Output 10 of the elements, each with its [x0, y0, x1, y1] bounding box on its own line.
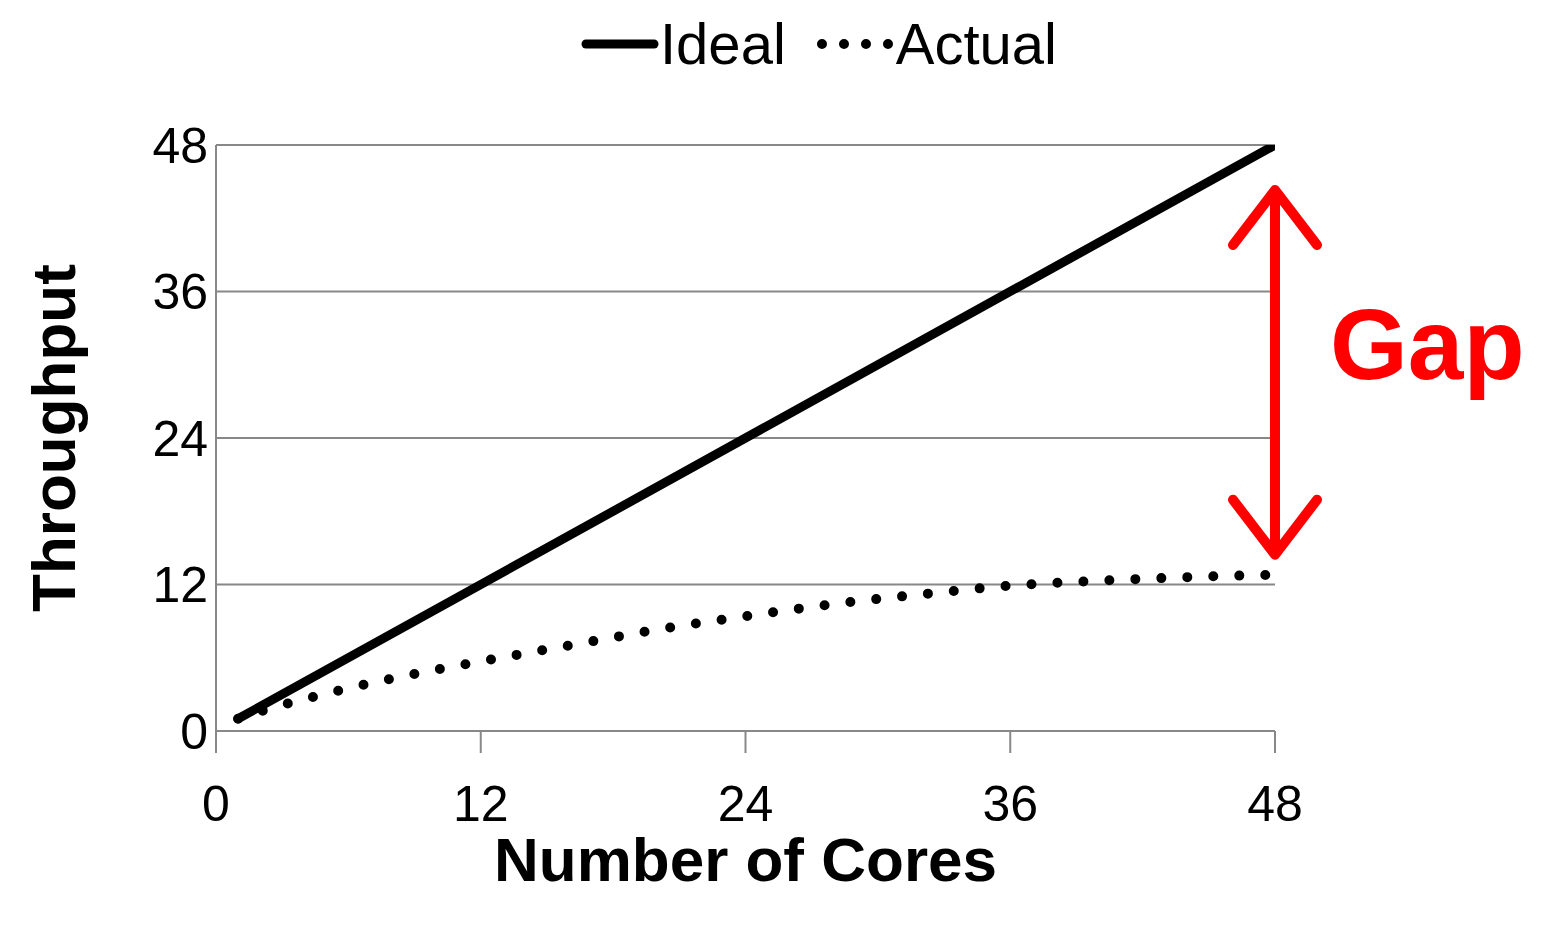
y-axis-title: Throughput [19, 264, 89, 612]
text: Gap [1330, 287, 1525, 400]
y-tick-label: 48 [152, 117, 208, 174]
y-tick-label: 36 [152, 264, 208, 321]
x-tick-label: 48 [1247, 775, 1303, 832]
legend-label: Actual [895, 10, 1057, 77]
y-tick-label: 0 [180, 703, 208, 760]
y-tick-label: 24 [152, 410, 208, 467]
legend-label: Ideal [660, 10, 786, 77]
y-tick-label: 12 [152, 557, 208, 614]
